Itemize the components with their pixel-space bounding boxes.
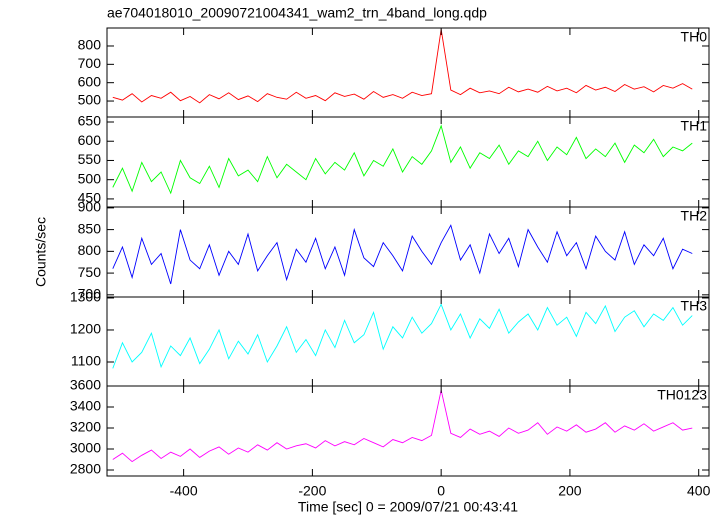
y-tick-label: 1300 bbox=[70, 289, 101, 305]
panel-label: TH0123 bbox=[657, 387, 707, 403]
y-tick-label: 700 bbox=[78, 55, 102, 71]
panel-label: TH3 bbox=[681, 298, 708, 314]
panel-label: TH0 bbox=[681, 29, 708, 45]
y-tick-label: 650 bbox=[78, 113, 102, 129]
panel-label: TH2 bbox=[681, 208, 708, 224]
x-tick-label: 200 bbox=[558, 483, 582, 499]
y-tick-label: 3400 bbox=[70, 398, 101, 414]
y-tick-label: 1200 bbox=[70, 321, 101, 337]
y-tick-label: 850 bbox=[78, 220, 102, 236]
y-tick-label: 3200 bbox=[70, 419, 101, 435]
x-tick-label: 0 bbox=[437, 483, 445, 499]
light-curve bbox=[112, 29, 693, 104]
y-tick-label: 500 bbox=[78, 92, 102, 108]
y-tick-label: 450 bbox=[78, 190, 102, 206]
y-tick-label: 800 bbox=[78, 242, 102, 258]
y-tick-label: 700 bbox=[78, 286, 102, 302]
y-tick-label: 600 bbox=[78, 132, 102, 148]
x-tick-label: 400 bbox=[687, 483, 711, 499]
light-curve bbox=[112, 303, 693, 369]
y-tick-label: 900 bbox=[78, 199, 102, 215]
x-tick-label: -400 bbox=[170, 483, 198, 499]
y-tick-label: 3000 bbox=[70, 440, 101, 456]
y-tick-label: 800 bbox=[78, 37, 102, 53]
y-tick-label: 500 bbox=[78, 170, 102, 186]
light-curve bbox=[112, 224, 693, 285]
y-tick-label: 600 bbox=[78, 73, 102, 89]
y-tick-label: 3600 bbox=[70, 377, 101, 393]
y-tick-label: 1100 bbox=[71, 353, 101, 369]
x-tick-label: -200 bbox=[298, 483, 326, 499]
chart-title: ae704018010_20090721004341_wam2_trn_4ban… bbox=[107, 5, 487, 21]
y-tick-label: 750 bbox=[78, 264, 102, 280]
y-tick-label: 2800 bbox=[70, 461, 101, 477]
light-curve bbox=[112, 390, 693, 463]
panel-frame bbox=[106, 385, 710, 477]
y-tick-label: 550 bbox=[78, 151, 102, 167]
x-axis-label: Time [sec] 0 = 2009/07/21 00:43:41 bbox=[298, 499, 518, 515]
panel-label: TH1 bbox=[681, 118, 708, 134]
light-curve bbox=[112, 124, 693, 195]
y-axis-label: Counts/sec bbox=[33, 217, 49, 287]
